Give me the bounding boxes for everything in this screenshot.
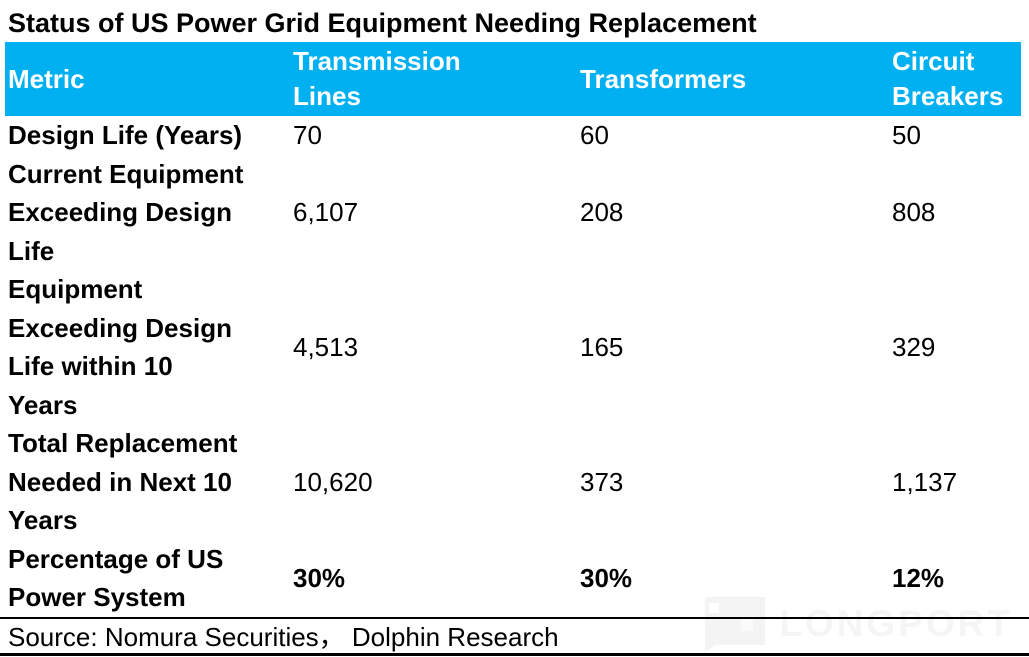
cell-transmission-lines: 10,620 [293, 466, 373, 497]
cell-circuit-breakers: 12% [892, 562, 945, 593]
header-transmission-lines: Transmission Lines [293, 46, 461, 111]
cell-transformers: 165 [580, 331, 624, 362]
longport-watermark: LONGPORT [701, 597, 1013, 651]
row-label: Current Equipment Exceeding Design Life [8, 158, 244, 266]
cell-transformers: 208 [580, 197, 624, 227]
row-label: Equipment Exceeding Design Life within 1… [8, 274, 232, 420]
cell-circuit-breakers: 808 [892, 197, 936, 227]
longport-watermark-text: LONGPORT [779, 603, 1013, 644]
cell-transformers: 30% [580, 562, 633, 593]
cell-circuit-breakers: 329 [892, 331, 936, 362]
row-label: Percentage of US Power System [8, 543, 224, 613]
table-row-current-exceeding: Current Equipment Exceeding Design Life … [5, 155, 1021, 271]
table-header-row: Metric Transmission Lines Transformers C… [5, 42, 1021, 116]
table-row-design-life: Design Life (Years) 70 60 50 [5, 116, 1021, 155]
cell-transmission-lines: 6,107 [293, 197, 359, 227]
cell-transformers: 60 [580, 120, 609, 150]
cell-circuit-breakers: 1,137 [892, 466, 958, 497]
cell-transmission-lines: 70 [293, 120, 322, 150]
header-metric: Metric [8, 63, 85, 94]
table-row-exceeding-within-10y: Equipment Exceeding Design Life within 1… [5, 270, 1021, 424]
page-title: Status of US Power Grid Equipment Needin… [8, 7, 757, 38]
cell-transmission-lines: 4,513 [293, 331, 359, 362]
source-note: Source: Nomura Securities， Dolphin Resea… [0, 616, 1029, 656]
row-label: Total Replacement Needed in Next 10 Year… [8, 428, 238, 535]
table-body: Design Life (Years) 70 60 50 Current Equ… [5, 116, 1021, 617]
header-transformers: Transformers [580, 63, 747, 94]
longport-logo-icon [705, 597, 766, 651]
table-row-total-replacement: Total Replacement Needed in Next 10 Year… [5, 424, 1021, 540]
cell-transformers: 373 [580, 466, 624, 497]
table-row-percentage: Percentage of US Power System 30% 30% 12… [5, 540, 1021, 617]
row-label: Design Life (Years) [8, 120, 243, 150]
header-circuit-breakers: Circuit Breakers [892, 46, 1004, 111]
cell-transmission-lines: 30% [293, 562, 346, 593]
cell-circuit-breakers: 50 [892, 120, 921, 150]
